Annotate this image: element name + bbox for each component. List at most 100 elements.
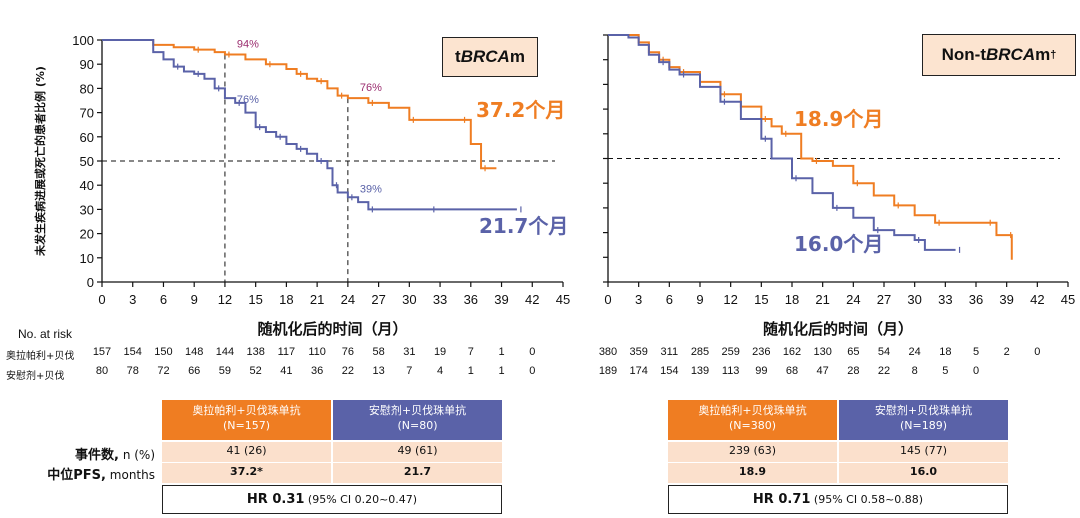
chart1-at-risk-arm1-value: 110	[308, 346, 326, 358]
chart2-at-risk-arm1-value: 2	[1004, 346, 1010, 358]
chart2-title-italic: BRCA	[986, 45, 1036, 64]
table1-pfs-arm2: 21.7	[333, 463, 502, 483]
pfs-label-rest: months	[105, 468, 155, 482]
chart1-series-placebo-curve	[102, 39, 517, 211]
chart1-x-tick-label: 27	[371, 292, 385, 307]
chart2-median-label-olaparib: 18.9个月	[794, 107, 883, 131]
events-label-bold: 事件数,	[75, 448, 119, 463]
chart1-y-tick-label: 20	[80, 227, 94, 242]
table2-events-arm1: 239 (63)	[668, 442, 837, 462]
chart1-x-tick-label: 39	[494, 292, 508, 307]
chart1-at-risk-arm2-value: 0	[529, 365, 535, 377]
chart1-y-tick-label: 100	[72, 33, 94, 48]
table1-arm2-n: (N=80)	[397, 419, 438, 432]
chart1-x-tick-label: 12	[218, 292, 232, 307]
chart1-title-suffix: m	[509, 47, 525, 66]
table1-events-arm1: 41 (26)	[162, 442, 331, 462]
chart2-x-tick-label: 42	[1030, 292, 1044, 307]
chart1-x-tick-label: 3	[129, 292, 136, 307]
chart2-at-risk-arm2-value: 99	[755, 365, 767, 377]
table2-arm2-n: (N=189)	[899, 419, 948, 432]
table1-arm1-name: 奥拉帕利+贝伐珠单抗	[192, 404, 301, 417]
chart1-y-tick-label: 10	[80, 251, 94, 266]
chart1-x-tick-label: 42	[525, 292, 539, 307]
chart1-at-risk-arm2-value: 22	[342, 365, 354, 377]
chart1-at-risk-arm2-value: 80	[96, 365, 108, 377]
chart2-x-tick-label: 24	[846, 292, 860, 307]
events-row-label: 事件数, n (%)	[40, 444, 155, 463]
chart1-series-olaparib-curve	[102, 39, 497, 170]
chart1-x-tick-label: 6	[160, 292, 167, 307]
chart2-x-tick-label: 36	[969, 292, 983, 307]
chart1-at-risk-arm2-value: 72	[157, 365, 169, 377]
chart1-y-tick-label: 60	[80, 130, 94, 145]
chart2-at-risk-arm2-value: 0	[973, 365, 979, 377]
chart1-at-risk-arm1-value: 157	[93, 346, 111, 358]
chart2-at-risk-arm2-value: 154	[660, 365, 678, 377]
table2-arm2-header: 安慰剂+贝伐珠单抗 (N=189)	[839, 400, 1008, 440]
table2-arm1-header: 奥拉帕利+贝伐珠单抗 (N=380)	[668, 400, 837, 440]
chart2-x-tick-label: 6	[666, 292, 673, 307]
chart1-median-label-placebo: 21.7个月	[479, 214, 568, 238]
pfs-row-label: 中位PFS, months	[20, 464, 155, 483]
chart2-at-risk-arm1-value: 65	[847, 346, 859, 358]
chart1-x-tick-label: 36	[464, 292, 478, 307]
chart1-at-risk-arm1-value: 138	[246, 346, 264, 358]
chart2-median-label-placebo: 16.0个月	[794, 232, 883, 256]
chart2-at-risk-arm1-value: 24	[909, 346, 921, 358]
chart2-at-risk-arm2-value: 8	[912, 365, 918, 377]
chart1-x-tick-label: 18	[279, 292, 293, 307]
chart2-at-risk-arm2-value: 47	[817, 365, 829, 377]
table1-hr-ci: (95% CI 0.20~0.47)	[304, 493, 418, 506]
chart2-x-tick-label: 45	[1061, 292, 1075, 307]
chart1-x-tick-label: 9	[191, 292, 198, 307]
table1-arm2-name: 安慰剂+贝伐珠单抗	[368, 404, 467, 417]
chart1-y-tick-label: 70	[80, 106, 94, 121]
chart1-at-risk-arm2-value: 4	[437, 365, 443, 377]
chart2-at-risk-arm1-value: 0	[1034, 346, 1040, 358]
chart1-at-risk-arm2-value: 13	[372, 365, 384, 377]
chart2-at-risk-arm2-value: 68	[786, 365, 798, 377]
chart1-at-risk-arm1-value: 148	[185, 346, 203, 358]
chart1-median-label-olaparib: 37.2个月	[476, 98, 565, 122]
chart2-x-tick-label: 21	[815, 292, 829, 307]
chart1-x-axis-title: 随机化后的时间（月）	[257, 320, 407, 338]
table1-arm1-header: 奥拉帕利+贝伐珠单抗 (N=157)	[162, 400, 331, 440]
chart1-y-tick-label: 30	[80, 202, 94, 217]
chart2-x-axis-title: 随机化后的时间（月）	[763, 320, 913, 338]
chart2-at-risk-arm1-value: 5	[973, 346, 979, 358]
chart1-at-risk-arm1-value: 0	[529, 346, 535, 358]
chart1-at-risk-arm1-value: 150	[154, 346, 172, 358]
chart2-x-tick-label: 30	[907, 292, 921, 307]
chart1-at-risk-arm2-value: 1	[498, 365, 504, 377]
chart1-at-risk-arm2-value: 52	[250, 365, 262, 377]
chart2-at-risk-arm2-value: 113	[722, 365, 740, 377]
chart2-x-tick-label: 15	[754, 292, 768, 307]
chart2-at-risk-arm2-value: 28	[847, 365, 859, 377]
chart2-x-tick-label: 27	[877, 292, 891, 307]
chart2-at-risk-arm2-value: 139	[691, 365, 709, 377]
table1-arm1-n: (N=157)	[222, 419, 271, 432]
chart2-at-risk-arm1-value: 162	[783, 346, 801, 358]
chart1-at-risk-arm2-value: 59	[219, 365, 231, 377]
table2-hr: HR 0.71 (95% CI 0.58~0.88)	[668, 485, 1008, 514]
chart1-at-risk-arm1-value: 19	[434, 346, 446, 358]
chart1-title-italic: BRCA	[460, 47, 510, 66]
chart2-at-risk-arm2-value: 174	[629, 365, 647, 377]
chart1-pct-annotation: 94%	[237, 39, 259, 51]
table1-hr-value: HR 0.31	[246, 492, 305, 507]
chart1-y-tick-label: 40	[80, 178, 94, 193]
chart1-at-risk-arm1-value: 117	[278, 346, 296, 358]
chart1-x-tick-label: 21	[310, 292, 324, 307]
table1-hr: HR 0.31 (95% CI 0.20~0.47)	[162, 485, 502, 514]
table2-events-arm2: 145 (77)	[839, 442, 1008, 462]
chart1-y-tick-label: 90	[80, 57, 94, 72]
chart1-at-risk-arm2-value: 41	[280, 365, 292, 377]
chart2-at-risk-arm1-value: 18	[939, 346, 951, 358]
chart1-at-risk-arm2-value: 66	[188, 365, 200, 377]
chart1-at-risk-arm1-value: 58	[372, 346, 384, 358]
chart2-title-box: Non-t BRCA m †	[922, 34, 1076, 76]
table1-arm2-header: 安慰剂+贝伐珠单抗 (N=80)	[333, 400, 502, 440]
table1-events-arm2: 49 (61)	[333, 442, 502, 462]
table2-hr-ci: (95% CI 0.58~0.88)	[810, 493, 924, 506]
